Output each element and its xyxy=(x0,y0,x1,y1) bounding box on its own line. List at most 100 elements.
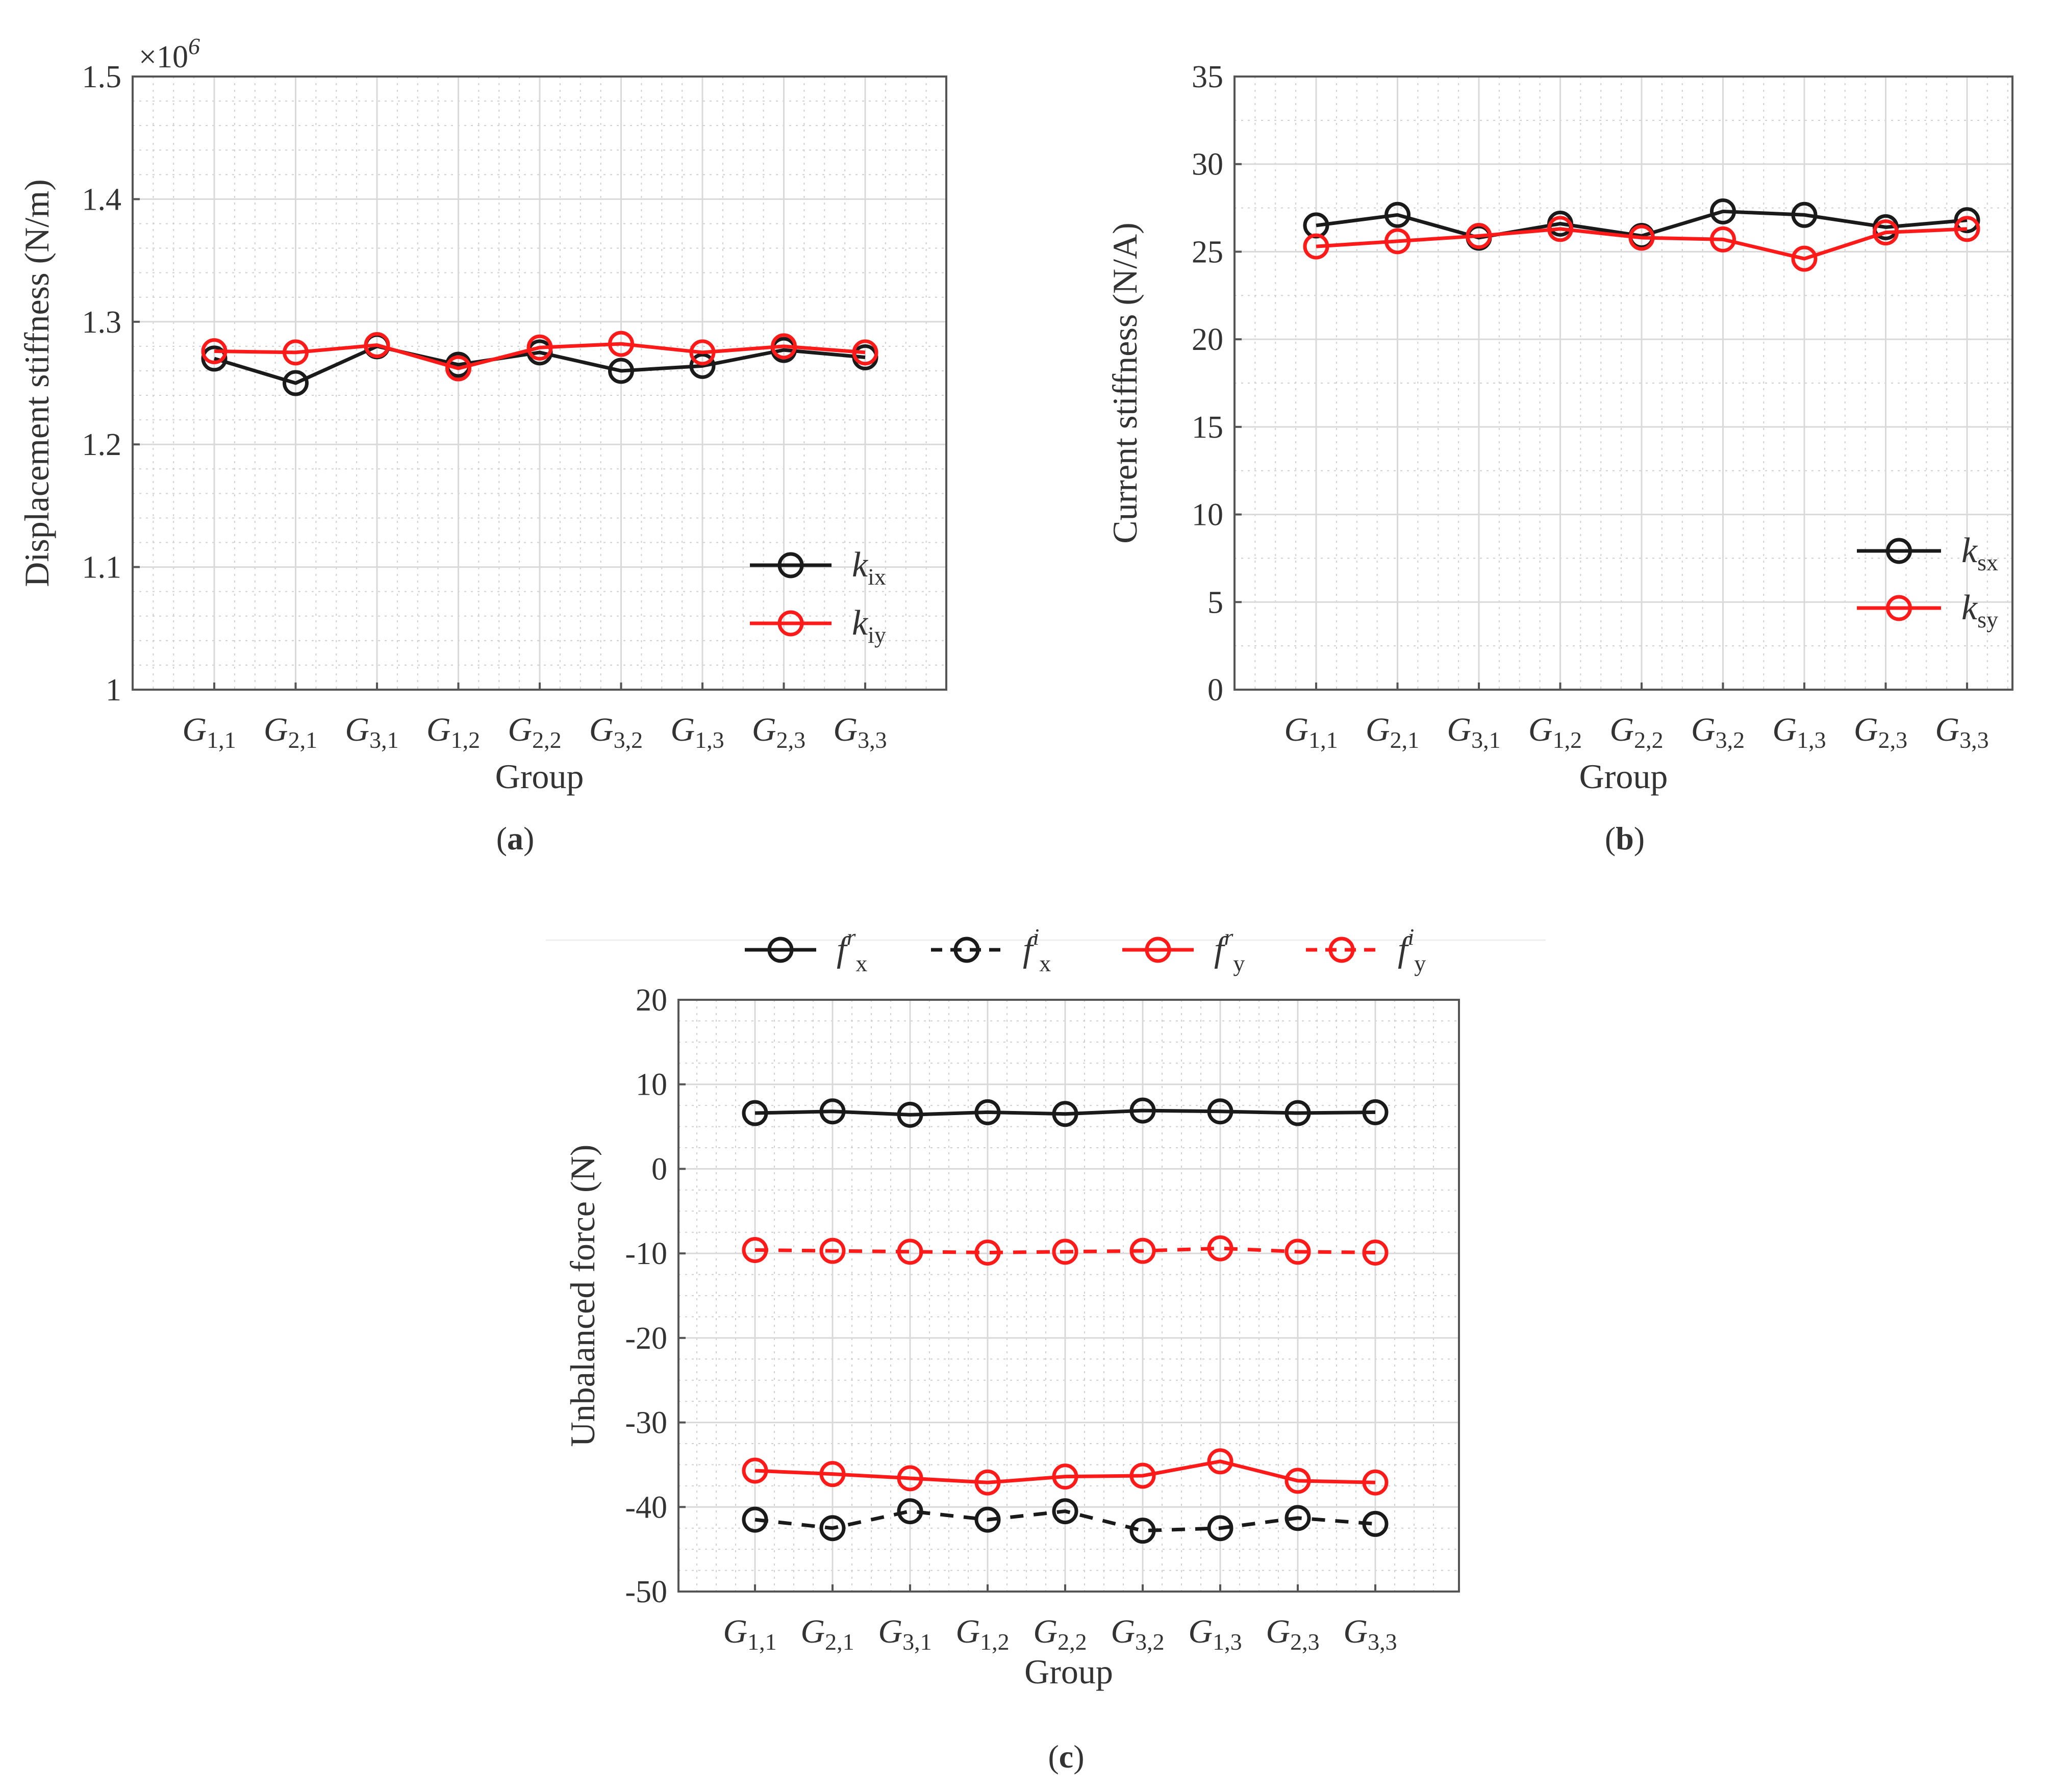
x-tick-label-base: G xyxy=(752,711,776,748)
data-point-marker xyxy=(201,338,228,364)
legend-marker xyxy=(1328,937,1355,963)
legend-subscript: y xyxy=(1233,950,1245,976)
legend-label: fry xyxy=(1214,924,1245,976)
x-tick-label: G3,1 xyxy=(878,1613,931,1655)
x-tick-label: G1,3 xyxy=(1188,1613,1242,1655)
data-point-marker xyxy=(608,331,634,357)
x-tick-label: G3,2 xyxy=(1691,711,1745,753)
y-tick-label: 1 xyxy=(106,673,121,708)
x-tick-label: G2,3 xyxy=(1266,1613,1319,1655)
data-point-marker xyxy=(1052,1498,1078,1525)
x-tick-label-subscript: 2,1 xyxy=(288,727,318,753)
panel-a-chart: 11.11.21.31.41.5G1,1 G2,1 G3,1 G1,2 G2,2 G3,2… xyxy=(17,33,947,856)
data-point-marker xyxy=(1207,1448,1233,1475)
data-point-marker xyxy=(819,1461,846,1487)
data-point-marker xyxy=(974,1239,1001,1266)
y-tick-label: 1.1 xyxy=(82,550,122,585)
x-axis-label: Group xyxy=(1579,757,1668,796)
legend-symbol: k xyxy=(852,545,869,585)
x-tick-label: G2,2 xyxy=(1609,711,1663,753)
y-axis-label: Displacement stiffness (N/m) xyxy=(17,179,56,587)
y-tick-label: 20 xyxy=(636,983,667,1018)
y-tick-label: 20 xyxy=(1192,322,1223,357)
x-tick-label-subscript: 3,3 xyxy=(1959,727,1989,753)
data-point-marker xyxy=(1362,1510,1389,1537)
data-point-marker xyxy=(852,339,878,366)
x-tick-label-subscript: 3,2 xyxy=(1716,727,1745,753)
data-point-marker xyxy=(1791,201,1818,228)
y-axis-label: Current stiffness (N/A) xyxy=(1105,222,1144,544)
x-tick-label-base: G xyxy=(723,1613,747,1650)
y-tick-label: 10 xyxy=(636,1068,667,1102)
data-point-marker xyxy=(1129,1462,1156,1489)
x-tick-label-base: G xyxy=(1854,711,1878,748)
data-point-marker xyxy=(608,358,634,384)
data-point-marker xyxy=(364,332,390,358)
data-point-marker xyxy=(1362,1099,1389,1125)
x-tick-label-subscript: 3,3 xyxy=(858,727,887,753)
legend-subscript: sy xyxy=(1977,607,1998,633)
legend-subscript: ix xyxy=(868,564,886,590)
legend-label: kix xyxy=(852,545,886,590)
x-tick-label-base: G xyxy=(1188,1613,1213,1650)
data-point-marker xyxy=(283,339,309,366)
x-tick-label-subscript: 1,1 xyxy=(1308,727,1338,753)
legend-subscript: x xyxy=(1039,950,1051,976)
x-tick-label-subscript: 1,1 xyxy=(207,727,236,753)
x-tick-label: G2,3 xyxy=(752,711,805,753)
y-tick-label: -10 xyxy=(625,1236,667,1271)
plot-frame xyxy=(1233,75,2013,691)
panel-label-letter: c xyxy=(1059,1738,1073,1775)
data-point-marker xyxy=(771,333,797,360)
data-point-marker xyxy=(897,1239,923,1265)
data-point-marker xyxy=(742,1100,768,1126)
data-point-marker xyxy=(1384,201,1411,228)
data-point-marker xyxy=(1466,223,1492,249)
legend-symbol: k xyxy=(852,603,869,643)
x-tick-label: G1,3 xyxy=(1772,711,1826,753)
x-tick-label: G1,2 xyxy=(1528,711,1582,753)
series-line-1 xyxy=(214,342,866,370)
data-point-marker xyxy=(1362,1469,1389,1496)
y-tick-label: 25 xyxy=(1192,235,1223,269)
legend-label: frx xyxy=(837,924,867,976)
x-tick-label-base: G xyxy=(833,711,858,748)
data-point-marker xyxy=(1384,228,1411,255)
x-tick-label-base: G xyxy=(589,711,614,748)
x-tick-label: G3,1 xyxy=(345,711,398,753)
data-point-marker xyxy=(1710,198,1736,224)
data-point-marker xyxy=(1791,245,1818,272)
y-tick-label: 0 xyxy=(1207,673,1223,708)
x-tick-label-subscript: 3,3 xyxy=(1368,1629,1397,1655)
x-axis-label: Group xyxy=(1024,1652,1113,1691)
y-tick-label: 0 xyxy=(651,1152,667,1187)
x-tick-label-base: G xyxy=(508,711,532,748)
y-tick-label: -30 xyxy=(625,1406,667,1441)
legend-subscript: iy xyxy=(868,622,886,648)
data-point-marker xyxy=(1873,219,1899,246)
data-point-marker xyxy=(1628,224,1655,251)
legend-marker xyxy=(1886,595,1912,621)
x-tick-label: G2,2 xyxy=(508,711,561,753)
x-tick-label-subscript: 1,2 xyxy=(451,727,481,753)
data-point-marker xyxy=(1129,1097,1156,1124)
y-tick-label: 1.3 xyxy=(82,305,122,340)
x-tick-label-base: G xyxy=(1284,711,1308,748)
y-tick-label: 5 xyxy=(1207,585,1223,620)
x-tick-label: G1,2 xyxy=(426,711,480,753)
data-point-marker xyxy=(819,1238,846,1264)
data-point-marker xyxy=(1547,216,1573,242)
data-point-marker xyxy=(1207,1098,1233,1125)
series-line-1 xyxy=(1316,227,1968,261)
data-point-marker xyxy=(974,1469,1001,1496)
x-tick-label-base: G xyxy=(345,711,369,748)
panel-label: (c) xyxy=(1048,1738,1084,1775)
x-tick-label-base: G xyxy=(670,711,695,748)
y-tick-label: -20 xyxy=(625,1321,667,1356)
data-point-marker xyxy=(689,339,716,366)
x-tick-label-subscript: 1,1 xyxy=(747,1629,777,1655)
data-point-marker xyxy=(974,1506,1001,1533)
legend-subscript: x xyxy=(855,950,867,976)
